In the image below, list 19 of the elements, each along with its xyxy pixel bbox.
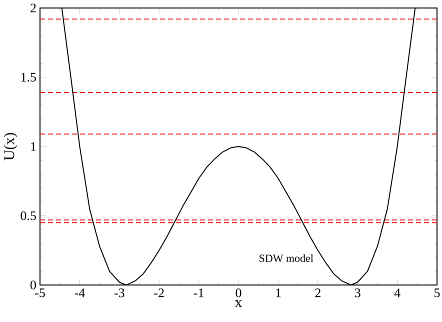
x-axis-title: x (234, 300, 242, 308)
x-tick-label: 1 (276, 288, 281, 298)
annotation: SDW model (260, 254, 314, 262)
y-tick-label: 2 (30, 4, 36, 12)
x-tick-label: 3 (354, 288, 360, 298)
y-tick-label: 1.5 (21, 72, 36, 82)
x-tick-label: -3 (114, 288, 124, 298)
x-tick-label: 4 (394, 288, 400, 298)
x-tick-label: -4 (74, 288, 85, 298)
y-tick-label: 0.5 (20, 211, 36, 220)
x-tick-label: -2 (154, 288, 164, 298)
y-tick-label: 0 (30, 280, 36, 290)
x-tick-label: -1 (194, 288, 204, 298)
y-axis-title: U(x) (4, 133, 18, 160)
x-tick-label: 5 (434, 288, 440, 298)
x-tick-label: 2 (315, 288, 320, 298)
x-tick-label: -5 (35, 288, 45, 298)
x-tick-label: 0 (236, 288, 242, 298)
y-tick-label: 1 (31, 142, 36, 151)
